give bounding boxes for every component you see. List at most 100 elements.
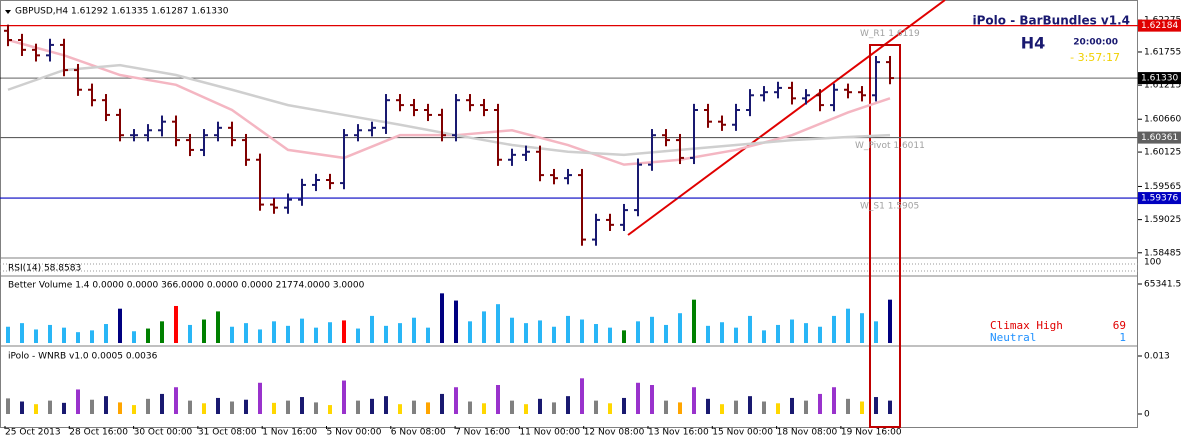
indicator-bar xyxy=(104,324,108,343)
legend-count: 69 xyxy=(1113,319,1126,332)
indicator-bar xyxy=(90,330,94,343)
indicator-bar xyxy=(636,382,640,414)
indicator-bar xyxy=(594,400,598,414)
indicator-bar xyxy=(20,401,24,414)
indicator-bar xyxy=(384,325,388,343)
y-tick-label: 1.60660 xyxy=(1144,115,1181,125)
y-tick-label: 1.58485 xyxy=(1144,248,1181,258)
indicator-bar xyxy=(664,400,668,414)
indicator-bar xyxy=(398,404,402,414)
indicator-bar xyxy=(118,308,122,343)
indicator-bar xyxy=(286,325,290,343)
indicator-bar xyxy=(734,400,738,414)
indicator-bar xyxy=(202,403,206,414)
menu-arrow[interactable] xyxy=(5,10,11,14)
indicator-bar xyxy=(552,326,556,343)
indicator-bar xyxy=(664,324,668,343)
indicator-bar xyxy=(608,403,612,414)
indicator-bar xyxy=(496,304,500,343)
indicator-bar xyxy=(706,325,710,343)
indicator-bar xyxy=(286,400,290,414)
price-level-box xyxy=(1138,72,1181,85)
indicator-bar xyxy=(538,320,542,343)
y-tick-label: 1.61755 xyxy=(1144,47,1181,57)
x-tick-label: 12 Nov 08:00 xyxy=(584,428,645,438)
pivot-label: W_Pivot 1.6011 xyxy=(855,141,925,151)
indicator-bar xyxy=(888,400,892,414)
legend-name: Climax High xyxy=(990,319,1063,332)
pivot-label: W_R1 1.6119 xyxy=(860,29,920,39)
y-tick-label: 0.013 xyxy=(1144,352,1170,362)
indicator-bar xyxy=(776,403,780,414)
indicator-bar xyxy=(538,398,542,414)
indicator-bar xyxy=(244,323,248,343)
indicator-bar xyxy=(146,398,150,414)
trend-line xyxy=(627,0,946,236)
price-level-box xyxy=(1138,192,1181,205)
indicator-bar xyxy=(272,321,276,343)
price-level-box xyxy=(1138,131,1181,144)
indicator-bar xyxy=(776,324,780,343)
indicator-bar xyxy=(216,311,220,343)
price-level-label: 1.60361 xyxy=(1141,133,1178,143)
indicator-bar xyxy=(804,323,808,343)
indicator-bar xyxy=(790,319,794,343)
indicator-bar xyxy=(566,315,570,343)
indicator-bar xyxy=(888,299,892,343)
indicator-bar xyxy=(524,404,528,414)
indicator-bar xyxy=(300,318,304,343)
x-tick-label: 28 Oct 16:00 xyxy=(69,428,128,438)
chart-title: GBPUSD,H4 1.61292 1.61335 1.61287 1.6133… xyxy=(15,7,229,17)
indicator-bar xyxy=(328,405,332,414)
x-tick-label: 1 Nov 16:00 xyxy=(262,428,317,438)
legend-count: 1 xyxy=(1119,331,1126,344)
indicator-bar xyxy=(720,404,724,414)
x-tick-label: 19 Nov 16:00 xyxy=(841,428,902,438)
indicator-bar xyxy=(636,321,640,343)
indicator-bar xyxy=(426,402,430,414)
indicator-bar xyxy=(832,387,836,414)
price-level-label: 1.61330 xyxy=(1141,74,1178,84)
timeframe: H4 xyxy=(1021,34,1046,53)
legend-name: Neutral xyxy=(990,331,1036,344)
indicator-bar xyxy=(566,396,570,414)
y-tick-label: 1.59565 xyxy=(1144,182,1181,192)
indicator-bar xyxy=(468,321,472,343)
indicator-bar xyxy=(622,397,626,414)
indicator-bar xyxy=(426,327,430,343)
indicator-bar xyxy=(510,317,514,343)
x-tick-label: 6 Nov 08:00 xyxy=(391,428,446,438)
indicator-bar xyxy=(48,400,52,414)
indicator-bar xyxy=(132,331,136,343)
indicator-bar xyxy=(454,300,458,343)
indicator-bar xyxy=(622,330,626,343)
indicator-bar xyxy=(160,393,164,414)
indicator-bar xyxy=(748,396,752,414)
y-tick-label: 100 xyxy=(1144,258,1161,268)
indicator-bar xyxy=(678,313,682,343)
indicator-bar xyxy=(118,402,122,414)
indicator-bar xyxy=(720,322,724,343)
countdown: - 3:57:17 xyxy=(1070,51,1120,64)
indicator-bar xyxy=(370,398,374,414)
x-tick-label: 30 Oct 00:00 xyxy=(134,428,193,438)
indicator-bar xyxy=(790,397,794,414)
indicator-bar xyxy=(692,299,696,343)
indicator-bar xyxy=(440,393,444,414)
indicator-bar xyxy=(76,332,80,343)
indicator-bar xyxy=(300,397,304,414)
indicator-bar xyxy=(580,319,584,343)
indicator-bar xyxy=(188,400,192,414)
indicator-bar xyxy=(734,327,738,343)
y-tick-label: 1.61215 xyxy=(1144,81,1181,91)
indicator-bar xyxy=(874,321,878,343)
indicator-bar xyxy=(580,378,584,414)
x-tick-label: 25 Oct 2013 xyxy=(5,428,61,438)
indicator-bar xyxy=(174,387,178,414)
indicator-bar xyxy=(762,330,766,343)
indicator-bar xyxy=(174,305,178,343)
x-tick-label: 15 Nov 00:00 xyxy=(712,428,773,438)
indicator-bar xyxy=(510,400,514,414)
indicator-bar xyxy=(34,329,38,343)
